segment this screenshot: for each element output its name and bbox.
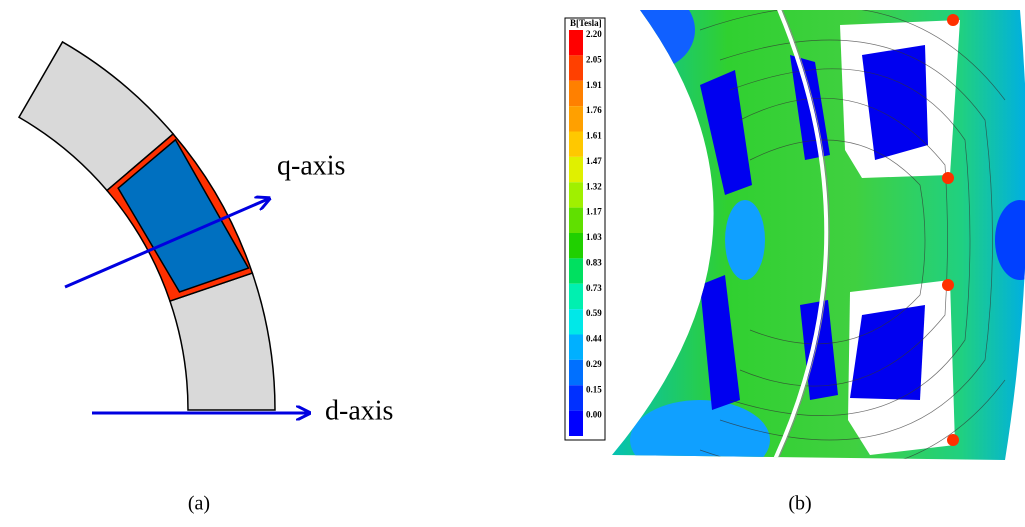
colorbar-swatch xyxy=(569,106,583,132)
colorbar-swatch xyxy=(569,410,583,436)
colorbar-swatch xyxy=(569,334,583,360)
q-axis-arrow xyxy=(64,199,268,289)
colorbar-swatch xyxy=(569,207,583,233)
colorbar-label: 2.05 xyxy=(586,54,602,64)
d-axis-label: d-axis xyxy=(325,395,393,426)
colorbar-label: 2.20 xyxy=(586,29,602,39)
caption: (b) xyxy=(788,493,811,515)
colorbar-swatch xyxy=(569,182,583,208)
colorbar-swatch xyxy=(569,30,583,56)
colorbar-label: 0.73 xyxy=(586,283,602,293)
colorbar-label: 0.00 xyxy=(586,410,602,420)
colorbar-label: 1.76 xyxy=(586,105,602,115)
colorbar-label: 0.15 xyxy=(586,384,602,394)
colorbar-swatch xyxy=(569,80,583,107)
colorbar-label: 1.03 xyxy=(586,232,602,242)
field-plot: B[Tesla] 2.20 2.05 1.91 1.76 1.61 1.47 1.32 1.1… xyxy=(564,10,1025,515)
colorbar-label: 1.91 xyxy=(586,80,602,90)
colorbar-swatch xyxy=(569,55,583,81)
colorbar-label: 0.83 xyxy=(586,257,602,267)
q-axis-label: q-axis xyxy=(277,150,345,181)
colorbar-label: 0.29 xyxy=(586,359,602,369)
pole-piece xyxy=(169,272,276,411)
caption: (a) xyxy=(188,493,210,515)
colorbar-swatch xyxy=(569,283,583,310)
magnet xyxy=(117,138,250,293)
colorbar-label: 1.61 xyxy=(586,131,602,141)
colorbar-label: 1.47 xyxy=(586,156,602,166)
colorbar-label: 1.32 xyxy=(586,181,602,191)
colorbar-swatch xyxy=(569,131,583,157)
colorbar-swatch xyxy=(569,258,583,284)
colorbar-label: 1.17 xyxy=(586,207,602,217)
colorbar-swatch xyxy=(569,309,583,335)
colorbar-label: 0.59 xyxy=(586,308,602,318)
colorbar-swatch xyxy=(569,385,583,411)
colorbar-swatch xyxy=(569,156,583,183)
rotor-diagram: q-axis d-axis (a) xyxy=(17,40,393,515)
colorbar-title: B[Tesla] xyxy=(570,18,602,28)
colorbar-swatch xyxy=(569,233,583,259)
colorbar-swatch xyxy=(569,359,583,386)
colorbar-label: 0.44 xyxy=(586,334,602,344)
